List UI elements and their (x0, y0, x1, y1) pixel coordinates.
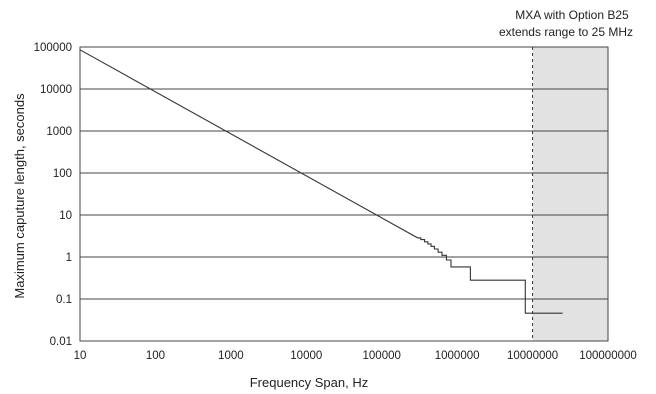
y-tick-label: 10 (59, 210, 72, 222)
x-tick-label: 100000 (363, 350, 401, 362)
x-tick-label: 1000 (218, 350, 244, 362)
x-tick-label: 1000000 (435, 350, 480, 362)
grid-lines (80, 88, 608, 300)
x-axis-label: Frequency Span, Hz (250, 375, 369, 390)
y-tick-label: 1000 (46, 126, 72, 138)
y-tick-label: 10000 (40, 84, 72, 96)
shaded-region (532, 47, 608, 341)
y-tick-label: 100000 (34, 42, 72, 54)
x-tick-labels: 10 100 1000 10000 100000 1000000 10000000 10000… (74, 350, 637, 362)
y-axis-label: Maximum caputure length, seconds (12, 93, 27, 299)
x-tick-label: 10000000 (507, 350, 558, 362)
x-tick-label: 100000000 (579, 350, 637, 362)
y-tick-label: 0.01 (50, 336, 72, 348)
series-line (79, 49, 563, 314)
annotation-line-1: MXA with Option B25 (515, 8, 629, 22)
x-tick-label: 100 (146, 350, 165, 362)
y-tick-labels: 100000 10000 1000 100 10 1 0.1 0.01 (34, 42, 72, 348)
x-tick-label: 10000 (290, 350, 322, 362)
y-tick-label: 0.1 (56, 294, 72, 306)
x-tick-label: 10 (74, 350, 87, 362)
y-tick-label: 1 (66, 252, 72, 264)
annotation-line-2: extends range to 25 MHz (499, 25, 633, 39)
plot-frame (79, 46, 609, 342)
series-group (79, 49, 563, 314)
y-tick-label: 100 (53, 168, 72, 180)
